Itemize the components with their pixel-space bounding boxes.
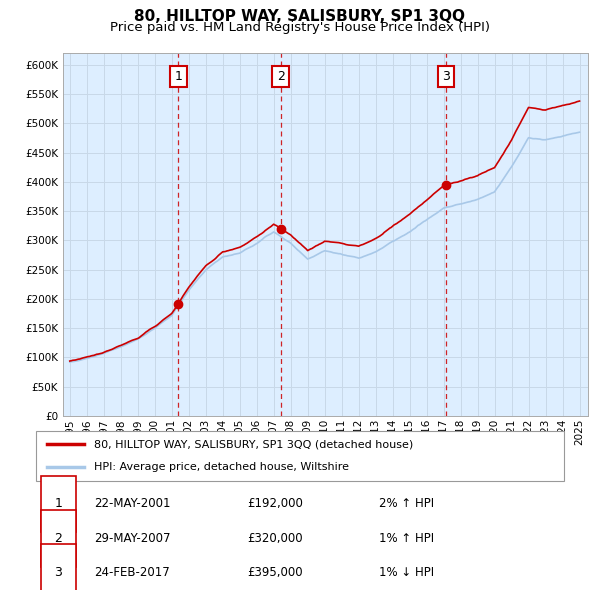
Text: 3: 3 xyxy=(442,70,450,83)
Text: 2% ↑ HPI: 2% ↑ HPI xyxy=(379,497,434,510)
Text: 80, HILLTOP WAY, SALISBURY, SP1 3QQ: 80, HILLTOP WAY, SALISBURY, SP1 3QQ xyxy=(134,9,466,24)
Text: 2: 2 xyxy=(277,70,284,83)
Text: 80, HILLTOP WAY, SALISBURY, SP1 3QQ (detached house): 80, HILLTOP WAY, SALISBURY, SP1 3QQ (det… xyxy=(94,439,413,449)
Text: 1% ↑ HPI: 1% ↑ HPI xyxy=(379,532,434,545)
Text: £395,000: £395,000 xyxy=(247,566,303,579)
Text: £192,000: £192,000 xyxy=(247,497,303,510)
FancyBboxPatch shape xyxy=(41,545,76,590)
Text: 1: 1 xyxy=(174,70,182,83)
Text: £320,000: £320,000 xyxy=(247,532,303,545)
Text: 2: 2 xyxy=(55,532,62,545)
Text: 1% ↓ HPI: 1% ↓ HPI xyxy=(379,566,434,579)
Text: 29-MAY-2007: 29-MAY-2007 xyxy=(94,532,170,545)
Text: HPI: Average price, detached house, Wiltshire: HPI: Average price, detached house, Wilt… xyxy=(94,463,349,473)
FancyBboxPatch shape xyxy=(41,476,76,532)
Text: 24-FEB-2017: 24-FEB-2017 xyxy=(94,566,170,579)
FancyBboxPatch shape xyxy=(41,510,76,567)
Text: 22-MAY-2001: 22-MAY-2001 xyxy=(94,497,170,510)
FancyBboxPatch shape xyxy=(36,431,564,481)
Text: Price paid vs. HM Land Registry's House Price Index (HPI): Price paid vs. HM Land Registry's House … xyxy=(110,21,490,34)
Text: 1: 1 xyxy=(55,497,62,510)
Text: 3: 3 xyxy=(55,566,62,579)
